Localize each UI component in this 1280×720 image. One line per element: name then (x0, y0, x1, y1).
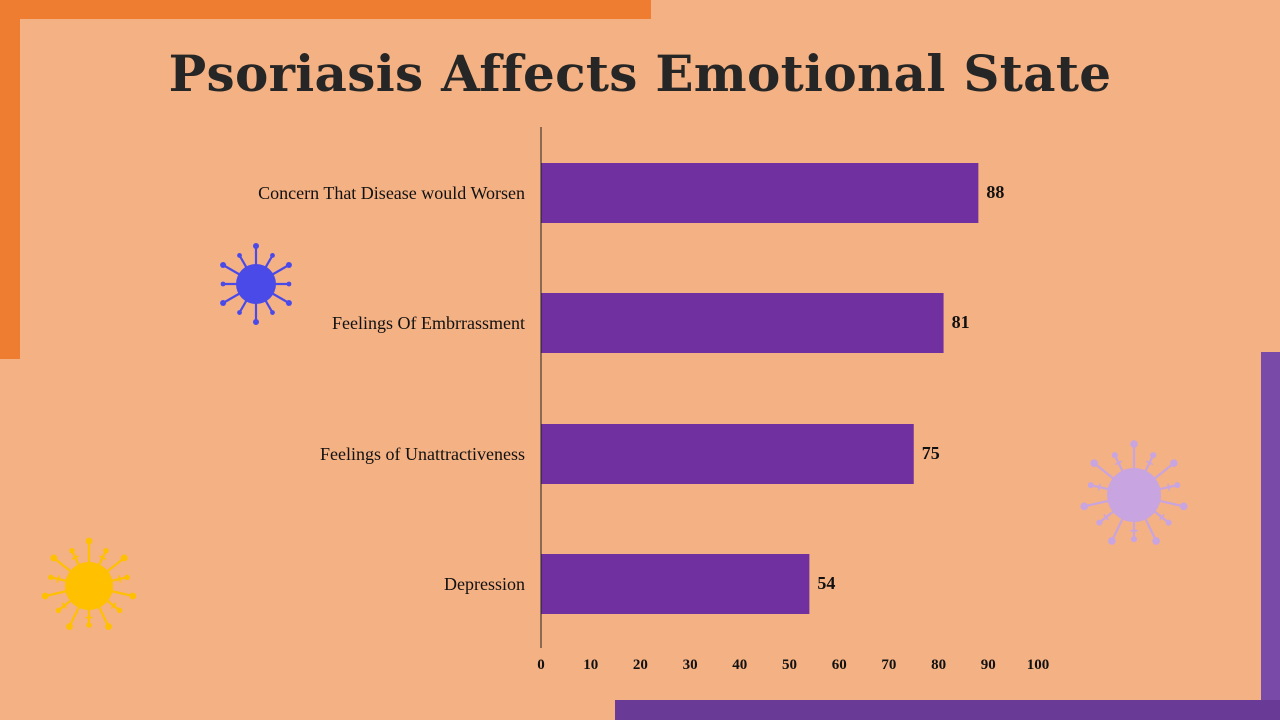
data-label: 81 (952, 312, 970, 332)
data-label: 75 (922, 443, 940, 463)
data-label: 54 (817, 573, 835, 593)
x-tick-label: 30 (683, 657, 698, 673)
x-tick-label: 10 (583, 657, 598, 673)
x-tick-label: 100 (1027, 657, 1050, 673)
virus-icon-yellow (41, 537, 137, 630)
bars-layer (541, 163, 979, 614)
x-tick-label: 60 (832, 657, 847, 673)
bar (541, 554, 810, 614)
x-tick-label: 90 (981, 657, 996, 673)
bar (541, 163, 979, 223)
category-label: Feelings of Unattractiveness (320, 444, 525, 464)
x-tick-label: 50 (782, 657, 797, 673)
data-label: 88 (986, 182, 1004, 202)
x-tick-label: 80 (931, 657, 946, 673)
x-tick-label: 20 (633, 657, 648, 673)
category-label: Concern That Disease would Worsen (258, 183, 525, 203)
x-tick-label: 70 (881, 657, 896, 673)
virus-icon-lavender (1080, 440, 1188, 545)
virus-icon-blue (220, 243, 292, 325)
frame-top-orange-bar (0, 0, 651, 19)
category-label: Depression (444, 574, 525, 594)
frame-bottom-purple-bar (615, 700, 1280, 720)
labels-layer: Concern That Disease would Worsen 88 Feeli… (258, 182, 1004, 594)
x-tick-label: 40 (732, 657, 747, 673)
bar (541, 424, 914, 484)
frame-right-purple-bar (1261, 352, 1280, 720)
category-label: Feelings Of Embrrassment (332, 313, 525, 333)
page-title: Psoriasis Affects Emotional State (168, 44, 1112, 103)
x-tick-label: 0 (537, 657, 545, 673)
bar (541, 293, 944, 353)
x-axis-ticks: 0 10 20 30 40 50 60 70 80 90 100 (537, 657, 1049, 673)
frame-left-orange-bar (0, 0, 20, 359)
